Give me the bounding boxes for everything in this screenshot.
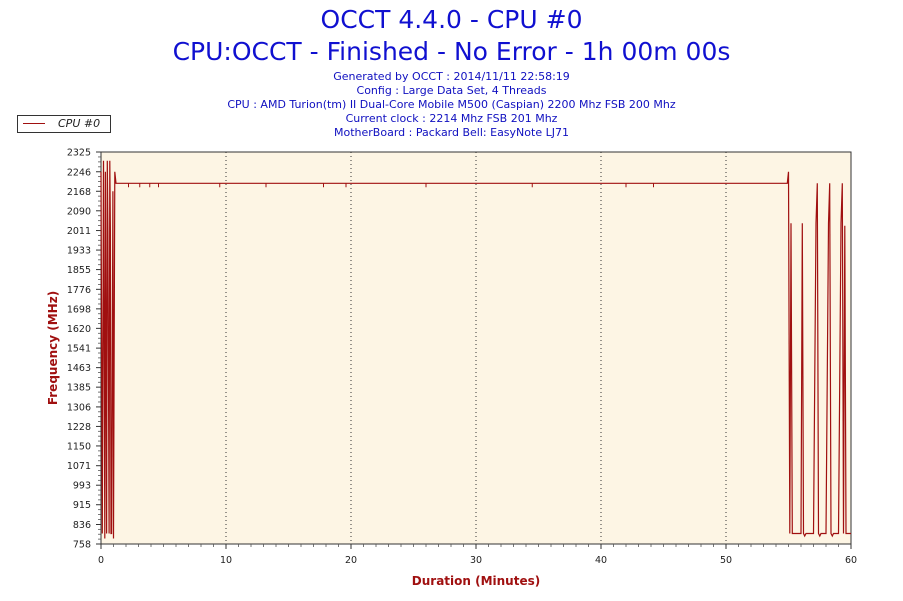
y-tick-label: 836 xyxy=(73,520,91,531)
y-axis-label: Frequency (MHz) xyxy=(46,291,60,405)
x-tick-label: 50 xyxy=(720,555,732,566)
y-tick-label: 1385 xyxy=(67,383,91,394)
info-generated: Generated by OCCT : 2014/11/11 22:58:19 xyxy=(333,70,570,83)
x-tick-label: 0 xyxy=(98,555,104,566)
y-tick-label: 1463 xyxy=(67,363,91,374)
y-tick-label: 1306 xyxy=(67,402,91,413)
y-tick-label: 2090 xyxy=(67,206,91,217)
y-tick-label: 1620 xyxy=(67,324,91,335)
y-tick-label: 1228 xyxy=(67,422,91,433)
chart-title: OCCT 4.4.0 - CPU #0 xyxy=(320,5,583,34)
x-axis-label: Duration (Minutes) xyxy=(412,574,540,588)
x-tick-label: 40 xyxy=(595,555,607,566)
y-tick-label: 915 xyxy=(73,500,91,511)
y-tick-label: 1071 xyxy=(67,461,91,472)
y-tick-label: 1933 xyxy=(67,246,91,257)
y-tick-label: 1855 xyxy=(67,265,91,276)
y-tick-label: 993 xyxy=(73,481,91,492)
x-tick-label: 20 xyxy=(345,555,357,566)
info-cpu: CPU : AMD Turion(tm) II Dual-Core Mobile… xyxy=(227,98,676,111)
y-tick-label: 1776 xyxy=(67,285,91,296)
info-config: Config : Large Data Set, 4 Threads xyxy=(356,84,547,97)
legend-swatch xyxy=(23,123,45,124)
y-tick-label: 2325 xyxy=(67,148,91,159)
legend: CPU #0 xyxy=(17,115,111,133)
info-current-clock: Current clock : 2214 Mhz FSB 201 Mhz xyxy=(345,112,558,125)
y-tick-label: 1150 xyxy=(67,441,91,452)
y-tick-label: 758 xyxy=(73,540,91,551)
chart-subtitle: CPU:OCCT - Finished - No Error - 1h 00m … xyxy=(172,37,731,66)
x-tick-label: 60 xyxy=(845,555,857,566)
y-tick-label: 2168 xyxy=(67,187,91,198)
x-tick-label: 10 xyxy=(220,555,232,566)
y-tick-label: 1698 xyxy=(67,304,91,315)
y-tick-label: 1541 xyxy=(67,344,91,355)
info-motherboard: MotherBoard : Packard Bell: EasyNote LJ7… xyxy=(334,126,569,139)
y-tick-label: 2011 xyxy=(67,226,91,237)
x-tick-label: 30 xyxy=(470,555,482,566)
series-cpu0-line xyxy=(100,160,851,539)
y-tick-label: 2246 xyxy=(67,167,91,178)
legend-label: CPU #0 xyxy=(58,117,101,130)
